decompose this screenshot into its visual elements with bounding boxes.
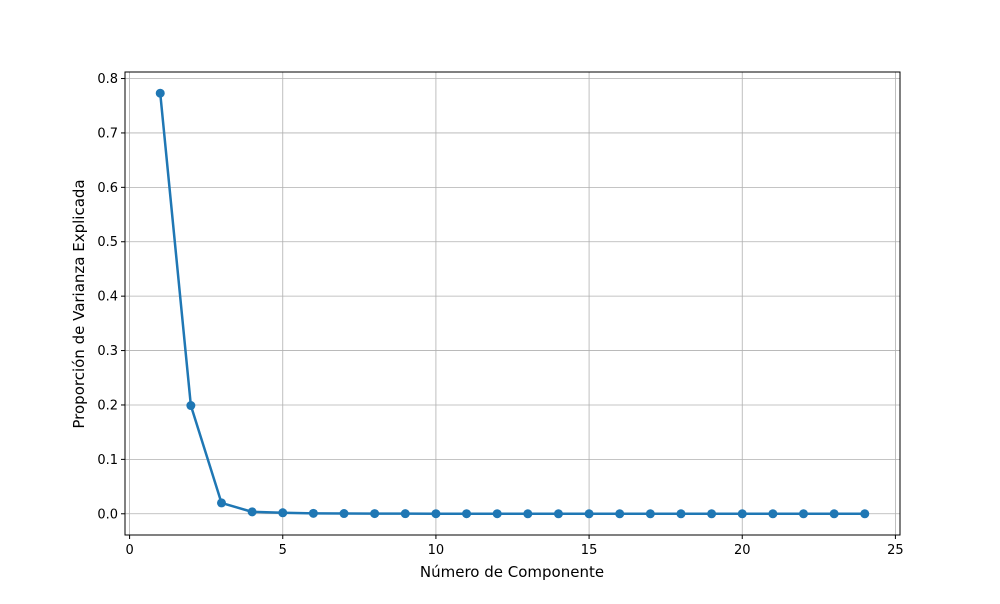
data-point <box>707 509 717 519</box>
y-tick-label: 0.3 <box>97 344 118 359</box>
axes-layer <box>124 71 901 536</box>
x-tick-label: 15 <box>581 543 598 558</box>
x-tick-label: 5 <box>279 543 287 558</box>
y-axis-label: Proporción de Varianza Explicada <box>70 179 88 428</box>
data-point <box>737 509 747 519</box>
y-tick-label: 0.2 <box>97 398 118 413</box>
data-point <box>339 509 349 519</box>
data-point <box>829 509 839 519</box>
data-point <box>645 509 655 519</box>
y-tick-label: 0.1 <box>97 453 118 468</box>
series-line <box>158 91 867 516</box>
data-point <box>799 509 809 519</box>
data-point <box>462 509 472 519</box>
data-point <box>247 507 257 517</box>
data-point <box>186 401 196 411</box>
data-point <box>860 509 870 519</box>
data-point <box>400 509 410 519</box>
x-tick-label: 0 <box>125 543 133 558</box>
y-tick-label: 0.6 <box>97 181 118 196</box>
y-tick-label: 0.8 <box>97 72 118 87</box>
data-point <box>523 509 533 519</box>
ticks-layer: 0 5 10 15 20 25 0.0 0.1 0.2 0.3 0.4 0.5 0.6 0.7 0.8 <box>97 72 903 558</box>
data-point <box>370 509 380 519</box>
data-point <box>308 508 318 518</box>
data-point <box>553 509 563 519</box>
data-point <box>492 509 502 519</box>
data-point <box>431 509 441 519</box>
x-tick-label: 25 <box>887 543 904 558</box>
grid-layer <box>125 72 900 535</box>
data-point <box>155 88 165 98</box>
data-point <box>216 498 226 508</box>
x-axis-label: Número de Componente <box>420 563 604 581</box>
y-tick-label: 0.7 <box>97 126 118 141</box>
data-point <box>615 509 625 519</box>
y-tick-label: 0.0 <box>97 507 118 522</box>
y-tick-label: 0.4 <box>97 290 118 305</box>
y-tick-label: 0.5 <box>97 235 118 250</box>
data-point <box>768 509 778 519</box>
x-tick-label: 20 <box>734 543 751 558</box>
x-tick-label: 10 <box>428 543 445 558</box>
data-point <box>584 509 594 519</box>
data-point <box>278 508 288 518</box>
data-point <box>676 509 686 519</box>
plot-frame <box>124 71 901 536</box>
series-layer <box>155 88 870 519</box>
